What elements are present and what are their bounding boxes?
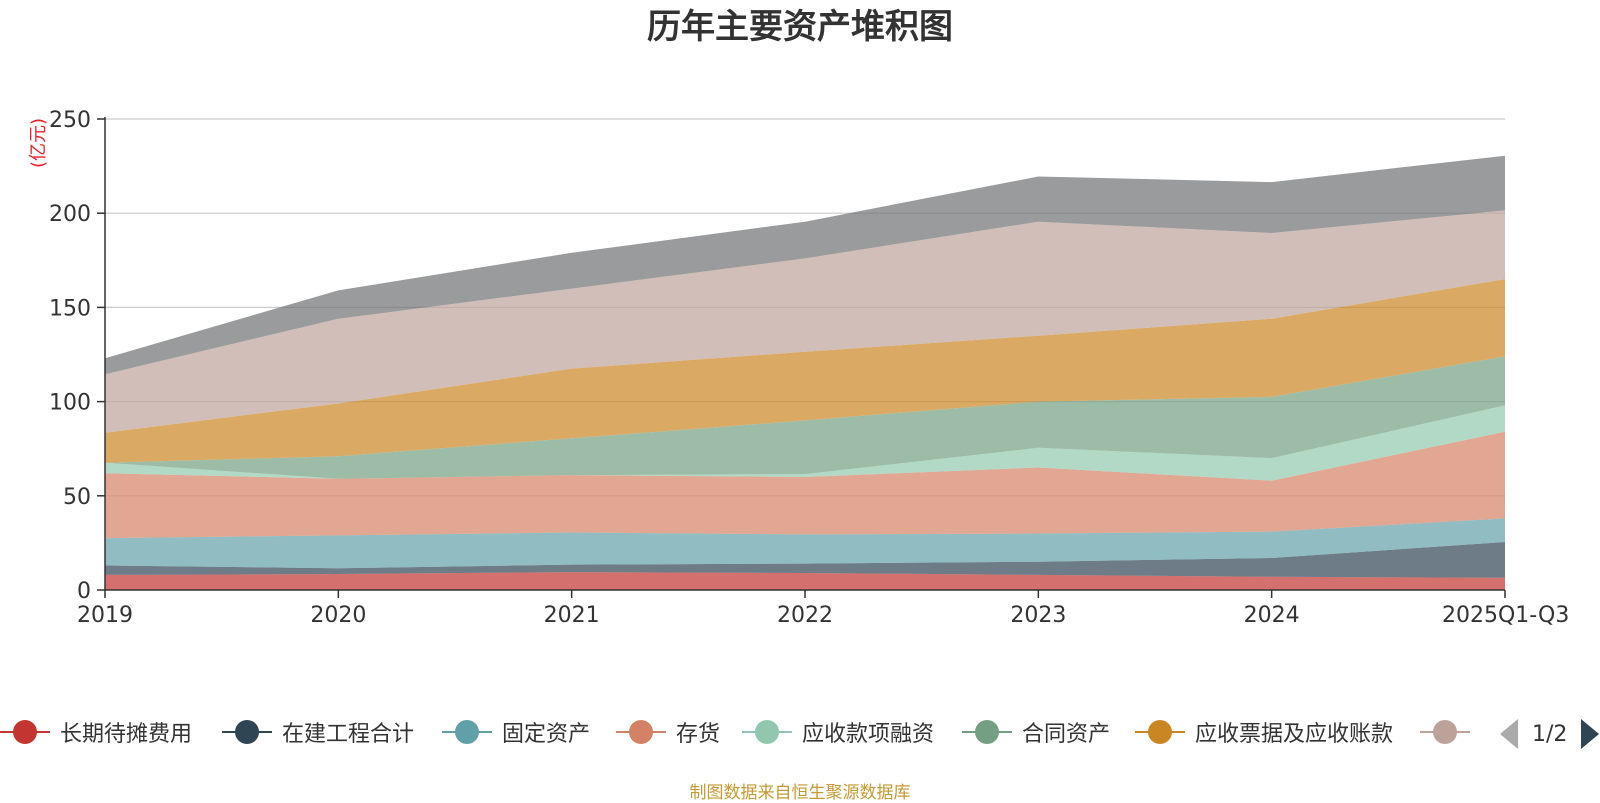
area-其他2 <box>105 155 1505 375</box>
x-tick-label: 2021 <box>544 603 600 628</box>
legend-marker-icon <box>962 712 1012 752</box>
chart-title: 历年主要资产堆积图 <box>647 7 953 47</box>
area-在建工程合计 <box>105 542 1505 578</box>
legend-item[interactable]: 长期待摊费用 <box>0 712 192 752</box>
area-其他 <box>105 210 1505 433</box>
legend-label: 固定资产 <box>502 722 591 747</box>
legend-label: 应收票据及应收账款 <box>1195 722 1394 747</box>
x-tick-label: 2020 <box>310 603 366 628</box>
area-长期待摊费用 <box>105 572 1505 590</box>
footer-source: 制图数据来自恒生聚源数据库 <box>689 783 911 803</box>
legend-label: 合同资产 <box>1022 722 1111 747</box>
legend: 长期待摊费用 在建工程合计 固定资产 存货 应收款项融资 合同资产 应收票据及应收账款 <box>0 712 1600 752</box>
x-tick-label: 2023 <box>1010 603 1066 628</box>
pager-next-icon[interactable] <box>1581 719 1600 749</box>
legend-label: 应收款项融资 <box>802 722 935 747</box>
pager-prev-icon[interactable] <box>1500 719 1518 749</box>
legend-marker-icon <box>616 712 666 752</box>
legend-label: 长期待摊费用 <box>60 722 193 747</box>
area-存货 <box>105 431 1505 539</box>
y-tick-label: 50 <box>63 485 91 510</box>
pager-text: 1/2 <box>1532 721 1568 747</box>
legend-item[interactable]: 在建工程合计 <box>222 712 414 752</box>
area-应收款项融资 <box>105 405 1505 481</box>
legend-marker-icon <box>222 712 272 752</box>
legend-pager: 1/2 <box>1500 716 1600 752</box>
y-tick-label: 250 <box>49 108 91 133</box>
legend-item[interactable]: 应收票据及应收账款 <box>1135 712 1393 752</box>
legend-marker-icon <box>1135 712 1185 752</box>
x-tick-label: 2025Q1-Q3 <box>1442 603 1569 628</box>
legend-label: 在建工程合计 <box>282 722 415 747</box>
legend-marker-icon <box>1420 712 1470 752</box>
x-tick-label: 2022 <box>777 603 833 628</box>
area-应收票据及应收账款 <box>105 279 1505 463</box>
area-固定资产 <box>105 518 1505 569</box>
chart-plot: 0 50 100 150 200 250 2019 2020 2021 2022 2023 2024 2… <box>28 108 1569 628</box>
y-axis-unit-label: (亿元) <box>28 118 49 168</box>
y-tick-label: 100 <box>49 391 91 416</box>
legend-item[interactable]: 应收款项融资 <box>742 712 934 752</box>
y-tick-label: 200 <box>49 202 91 227</box>
legend-item[interactable]: 存货 <box>616 712 720 752</box>
legend-item[interactable] <box>1420 712 1470 752</box>
x-tick-label: 2019 <box>77 603 133 628</box>
legend-marker-icon <box>0 712 50 752</box>
x-tick-label: 2024 <box>1244 603 1300 628</box>
legend-item[interactable]: 固定资产 <box>442 712 590 752</box>
y-tick-label: 150 <box>49 296 91 321</box>
area-合同资产 <box>105 356 1505 479</box>
y-tick-label: 0 <box>77 579 91 604</box>
legend-marker-icon <box>442 712 492 752</box>
legend-label: 存货 <box>676 722 721 747</box>
legend-marker-icon <box>742 712 792 752</box>
legend-item[interactable]: 合同资产 <box>962 712 1110 752</box>
